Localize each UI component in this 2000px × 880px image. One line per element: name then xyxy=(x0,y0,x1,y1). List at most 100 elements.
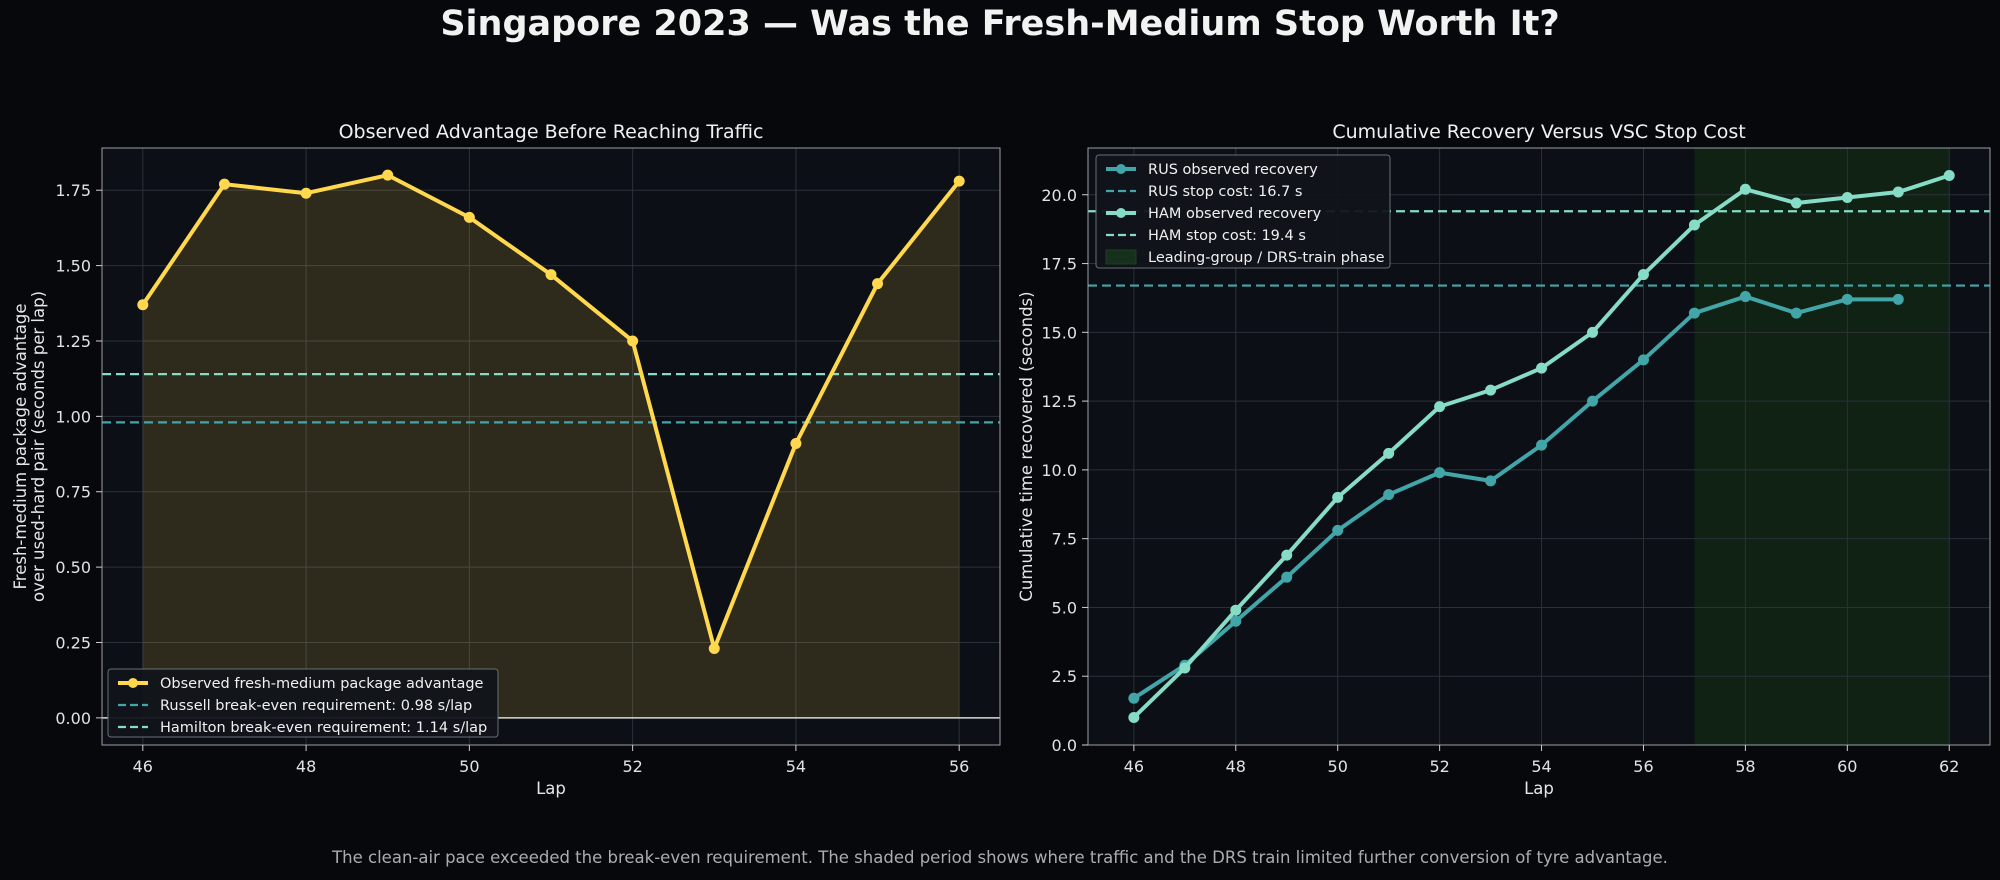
x-tick-label: 48 xyxy=(296,757,316,776)
data-point xyxy=(1790,197,1802,209)
data-point xyxy=(218,178,230,190)
data-point xyxy=(1892,186,1904,198)
data-point xyxy=(1688,307,1700,319)
legend-box xyxy=(107,668,499,738)
data-point xyxy=(1434,467,1446,479)
series-line xyxy=(1132,294,1899,700)
legend-entry: Hamilton break-even requirement: 1.14 s/… xyxy=(160,720,487,736)
data-point xyxy=(1230,615,1242,627)
data-point xyxy=(1281,549,1293,561)
data-point xyxy=(1383,489,1395,501)
data-point xyxy=(1332,491,1344,503)
y-axis-label: over used-hard pair (seconds per lap) xyxy=(29,291,48,602)
y-tick-label: 1.50 xyxy=(55,257,91,276)
data-point xyxy=(300,187,312,199)
x-tick-label: 50 xyxy=(1328,757,1348,776)
data-point xyxy=(1587,395,1599,407)
data-point xyxy=(1587,326,1599,338)
data-point xyxy=(1230,604,1242,616)
y-tick-label: 17.5 xyxy=(1041,255,1077,274)
x-axis-label: Lap xyxy=(1524,779,1554,798)
legend-swatch-patch xyxy=(1105,249,1137,265)
legend-entry: Leading-group / DRS-train phase xyxy=(1148,250,1385,266)
data-point xyxy=(872,278,884,290)
data-point xyxy=(463,211,475,223)
x-tick-label: 54 xyxy=(786,757,806,776)
data-point xyxy=(1790,307,1802,319)
data-point xyxy=(1688,219,1700,231)
data-point xyxy=(1739,291,1751,303)
y-tick-label: 1.00 xyxy=(55,407,91,426)
legend-swatch-marker xyxy=(1116,164,1126,174)
data-point xyxy=(1128,711,1140,723)
data-point xyxy=(1383,447,1395,459)
shaded-region-drs-phase xyxy=(1694,148,1950,745)
legend-swatch-marker xyxy=(128,678,138,688)
legend: Observed fresh-medium package advantage R… xyxy=(107,668,499,738)
data-point xyxy=(708,643,720,655)
data-point xyxy=(1892,293,1904,305)
y-tick-label: 5.0 xyxy=(1052,598,1077,617)
x-tick-label: 56 xyxy=(949,757,969,776)
data-point xyxy=(382,169,394,181)
y-tick-label: 20.0 xyxy=(1041,186,1077,205)
legend-entry: RUS stop cost: 16.7 s xyxy=(1148,184,1302,200)
data-point xyxy=(1536,439,1548,451)
plot-area xyxy=(102,148,1000,745)
footer-caption: The clean-air pace exceeded the break-ev… xyxy=(332,848,1668,867)
y-axis-label: Fresh-medium package advantage xyxy=(11,304,30,590)
data-point xyxy=(137,299,149,311)
data-point xyxy=(1739,183,1751,195)
legend-box xyxy=(1095,154,1391,269)
y-tick-label: 1.25 xyxy=(55,332,91,351)
x-tick-label: 48 xyxy=(1226,757,1246,776)
data-point xyxy=(953,175,965,187)
y-axis-label: Cumulative time recovered (seconds) xyxy=(1017,291,1036,601)
area-fill xyxy=(142,175,960,718)
data-point xyxy=(1536,362,1548,374)
x-tick-label: 60 xyxy=(1837,757,1857,776)
y-tick-label: 0.25 xyxy=(55,633,91,652)
legend-entry: HAM stop cost: 19.4 s xyxy=(1148,228,1306,244)
y-tick-label: 0.00 xyxy=(55,709,91,728)
y-tick-label: 0.50 xyxy=(55,558,91,577)
legend-swatch-marker xyxy=(1116,208,1126,218)
data-point xyxy=(1332,524,1344,536)
legend-entry: Observed fresh-medium package advantage xyxy=(160,676,484,692)
x-tick-label: 52 xyxy=(1429,757,1449,776)
data-point xyxy=(1179,662,1191,674)
data-point xyxy=(1637,269,1649,281)
page-title: Singapore 2023 — Was the Fresh-Medium St… xyxy=(440,4,1560,44)
data-point xyxy=(1485,384,1497,396)
plot-frame xyxy=(1087,147,1991,746)
data-point xyxy=(1943,170,1955,182)
plot-frame xyxy=(101,147,1001,746)
data-point xyxy=(1281,571,1293,583)
x-tick-label: 46 xyxy=(133,757,153,776)
legend-entry: HAM observed recovery xyxy=(1148,206,1322,222)
x-axis-label: Lap xyxy=(536,779,566,798)
data-point xyxy=(790,437,802,449)
x-tick-label: 62 xyxy=(1939,757,1959,776)
data-point xyxy=(545,269,557,281)
chart-advantage: 46 48 50 52 54 56 0.00 0.25 0.50 0.75 1.00 1.25 1.50… xyxy=(11,121,1001,798)
data-point xyxy=(1637,354,1649,366)
y-tick-label: 10.0 xyxy=(1041,461,1077,480)
x-tick-label: 58 xyxy=(1735,757,1755,776)
y-tick-label: 0.75 xyxy=(55,483,91,502)
y-tick-label: 7.5 xyxy=(1052,530,1077,549)
chart-title: Cumulative Recovery Versus VSC Stop Cost xyxy=(1332,121,1745,143)
data-point xyxy=(1485,475,1497,487)
legend-entry: Russell break-even requirement: 0.98 s/l… xyxy=(160,698,472,714)
data-point xyxy=(1841,192,1853,204)
y-tick-label: 0.0 xyxy=(1052,736,1077,755)
legend: RUS observed recovery RUS stop cost: 16.7… xyxy=(1095,154,1391,269)
x-tick-label: 46 xyxy=(1124,757,1144,776)
data-point xyxy=(1841,293,1853,305)
y-tick-label: 1.75 xyxy=(55,181,91,200)
x-tick-label: 54 xyxy=(1531,757,1551,776)
chart-title: Observed Advantage Before Reaching Traff… xyxy=(339,121,764,143)
y-tick-label: 12.5 xyxy=(1041,392,1077,411)
data-point xyxy=(1434,401,1446,413)
